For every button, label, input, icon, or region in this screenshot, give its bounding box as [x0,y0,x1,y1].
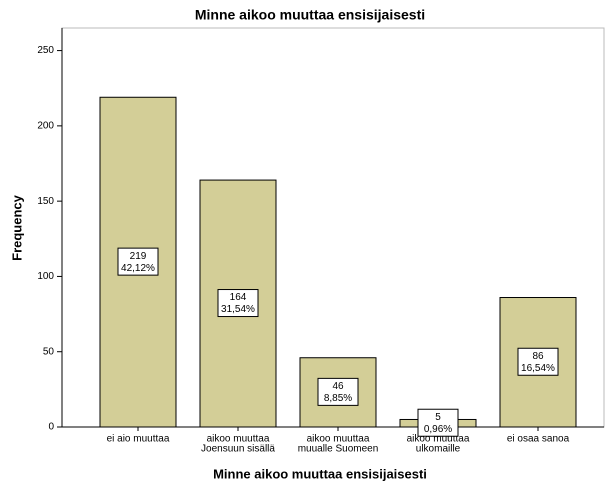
data-label: 42,12% [121,263,155,274]
x-tick-label: ei osaa sanoa [507,434,570,445]
x-tick-label: Joensuun sisällä [201,444,275,455]
x-tick-label: aikoo muuttaa [307,434,370,445]
data-label-box [117,247,159,276]
data-label-box [217,289,259,318]
y-tick-label: 200 [37,121,54,132]
data-label: 8,85% [324,393,352,404]
data-label: 46 [332,381,344,392]
data-label-box [517,347,559,376]
y-tick-label: 150 [37,196,54,207]
data-label-box [317,377,359,406]
data-label: 164 [230,292,247,303]
y-axis-title: Frequency [9,194,24,261]
data-label: 31,54% [221,304,255,315]
x-tick-label: aikoo muuttaa [207,434,270,445]
y-tick-label: 50 [43,346,55,357]
x-axis-title: Minne aikoo muuttaa ensisijaisesti [213,466,427,481]
data-label: 5 [435,412,441,423]
y-tick-label: 250 [37,45,54,56]
data-label: 86 [532,351,544,362]
data-label: 16,54% [521,363,555,374]
x-tick-label: ulkomaille [416,444,461,455]
chart-title: Minne aikoo muuttaa ensisijaisesti [195,7,425,23]
data-label: 0,96% [424,424,452,435]
x-tick-label: muualle Suomeen [298,444,379,455]
data-label: 219 [130,251,147,262]
x-tick-label: aikoo muuttaa [407,434,470,445]
x-tick-label: ei aio muuttaa [107,434,170,445]
data-label-box [417,408,459,437]
y-tick-label: 0 [48,422,54,433]
y-tick-label: 100 [37,271,54,282]
bar [199,179,277,428]
